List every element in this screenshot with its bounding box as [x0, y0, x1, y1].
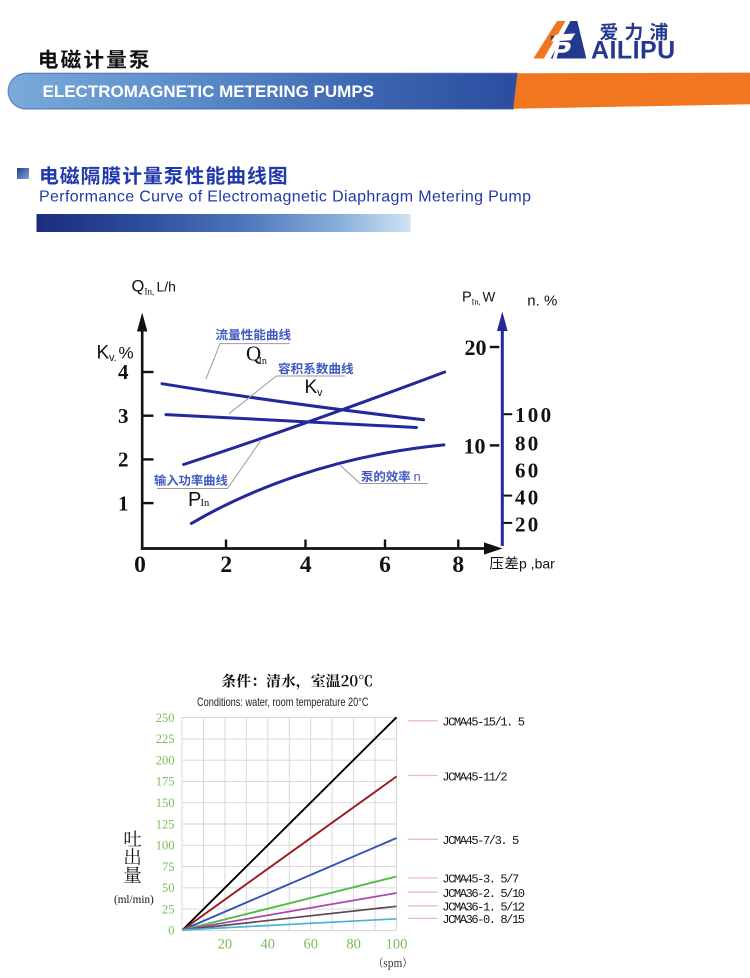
svg-text:Performance Curve of Electroma: Performance Curve of Electromagnetic Dia… [39, 189, 531, 206]
svg-text:80: 80 [346, 937, 361, 953]
svg-text:JCMA45-15/1. 5: JCMA45-15/1. 5 [442, 716, 524, 730]
svg-text:175: 175 [156, 775, 175, 789]
svg-text:8: 8 [452, 552, 464, 578]
svg-text:100: 100 [386, 937, 408, 953]
svg-text:20: 20 [515, 512, 541, 536]
svg-text:0: 0 [134, 552, 146, 578]
svg-text:2: 2 [220, 552, 232, 578]
svg-text:n. %: n. % [527, 292, 557, 309]
svg-text:60: 60 [515, 459, 541, 483]
svg-text:40: 40 [261, 937, 276, 953]
svg-text:50: 50 [162, 881, 175, 895]
svg-text:AILIPU: AILIPU [591, 37, 676, 65]
svg-text:K: K [97, 343, 110, 364]
svg-text:In,: In, [472, 297, 481, 307]
svg-text:25: 25 [162, 902, 175, 916]
svg-text:1: 1 [118, 491, 129, 515]
svg-text:K: K [305, 377, 318, 398]
svg-text:JCMA45-11/2: JCMA45-11/2 [442, 770, 507, 784]
svg-text:80: 80 [515, 432, 541, 456]
svg-text:20: 20 [465, 335, 487, 360]
svg-text:P: P [462, 290, 472, 306]
svg-text:0: 0 [168, 924, 174, 938]
svg-text:JCMA36-0. 8/15: JCMA36-0. 8/15 [442, 913, 524, 927]
svg-text:75: 75 [162, 860, 175, 874]
svg-text:40: 40 [515, 485, 541, 509]
svg-text:Conditions: water, room temper: Conditions: water, room temperature 20°C [197, 696, 369, 709]
svg-text:100: 100 [156, 839, 175, 853]
svg-text:150: 150 [156, 796, 175, 810]
svg-text:225: 225 [156, 732, 175, 746]
svg-text:W: W [483, 290, 496, 305]
svg-text:3: 3 [118, 404, 129, 428]
svg-text:20: 20 [218, 937, 233, 953]
svg-text:125: 125 [156, 817, 175, 831]
svg-text:60: 60 [303, 937, 318, 953]
svg-text:In,: In, [145, 287, 155, 297]
svg-text:4: 4 [300, 552, 312, 578]
svg-text:In: In [259, 356, 267, 367]
svg-text:JCMA36-1. 5/12: JCMA36-1. 5/12 [442, 901, 524, 915]
svg-text:250: 250 [156, 711, 175, 725]
svg-text:Q: Q [246, 341, 261, 365]
svg-text:6: 6 [379, 552, 391, 578]
svg-text:p ,bar: p ,bar [519, 556, 555, 572]
svg-text:%: % [119, 344, 134, 363]
svg-text:JCMA36-2. 5/10: JCMA36-2. 5/10 [442, 887, 524, 901]
svg-text:ELECTROMAGNETIC METERING PUMPS: ELECTROMAGNETIC METERING PUMPS [43, 82, 375, 101]
svg-text:2: 2 [118, 448, 129, 472]
svg-text:v.: v. [109, 352, 117, 364]
svg-text:L/h: L/h [157, 279, 176, 295]
svg-text:P: P [188, 489, 201, 511]
svg-text:200: 200 [156, 754, 175, 768]
svg-text:4: 4 [118, 360, 129, 384]
svg-text:JCMA45-7/3. 5: JCMA45-7/3. 5 [442, 834, 519, 848]
svg-text:(ml/min): (ml/min) [114, 894, 154, 906]
svg-text:10: 10 [464, 434, 486, 459]
svg-text:100: 100 [515, 403, 553, 427]
svg-text:Q: Q [132, 278, 145, 296]
svg-text:JCMA45-3. 5/7: JCMA45-3. 5/7 [442, 873, 519, 887]
svg-text:n: n [414, 469, 421, 484]
svg-text:In: In [201, 498, 210, 509]
svg-text:v: v [317, 387, 323, 399]
